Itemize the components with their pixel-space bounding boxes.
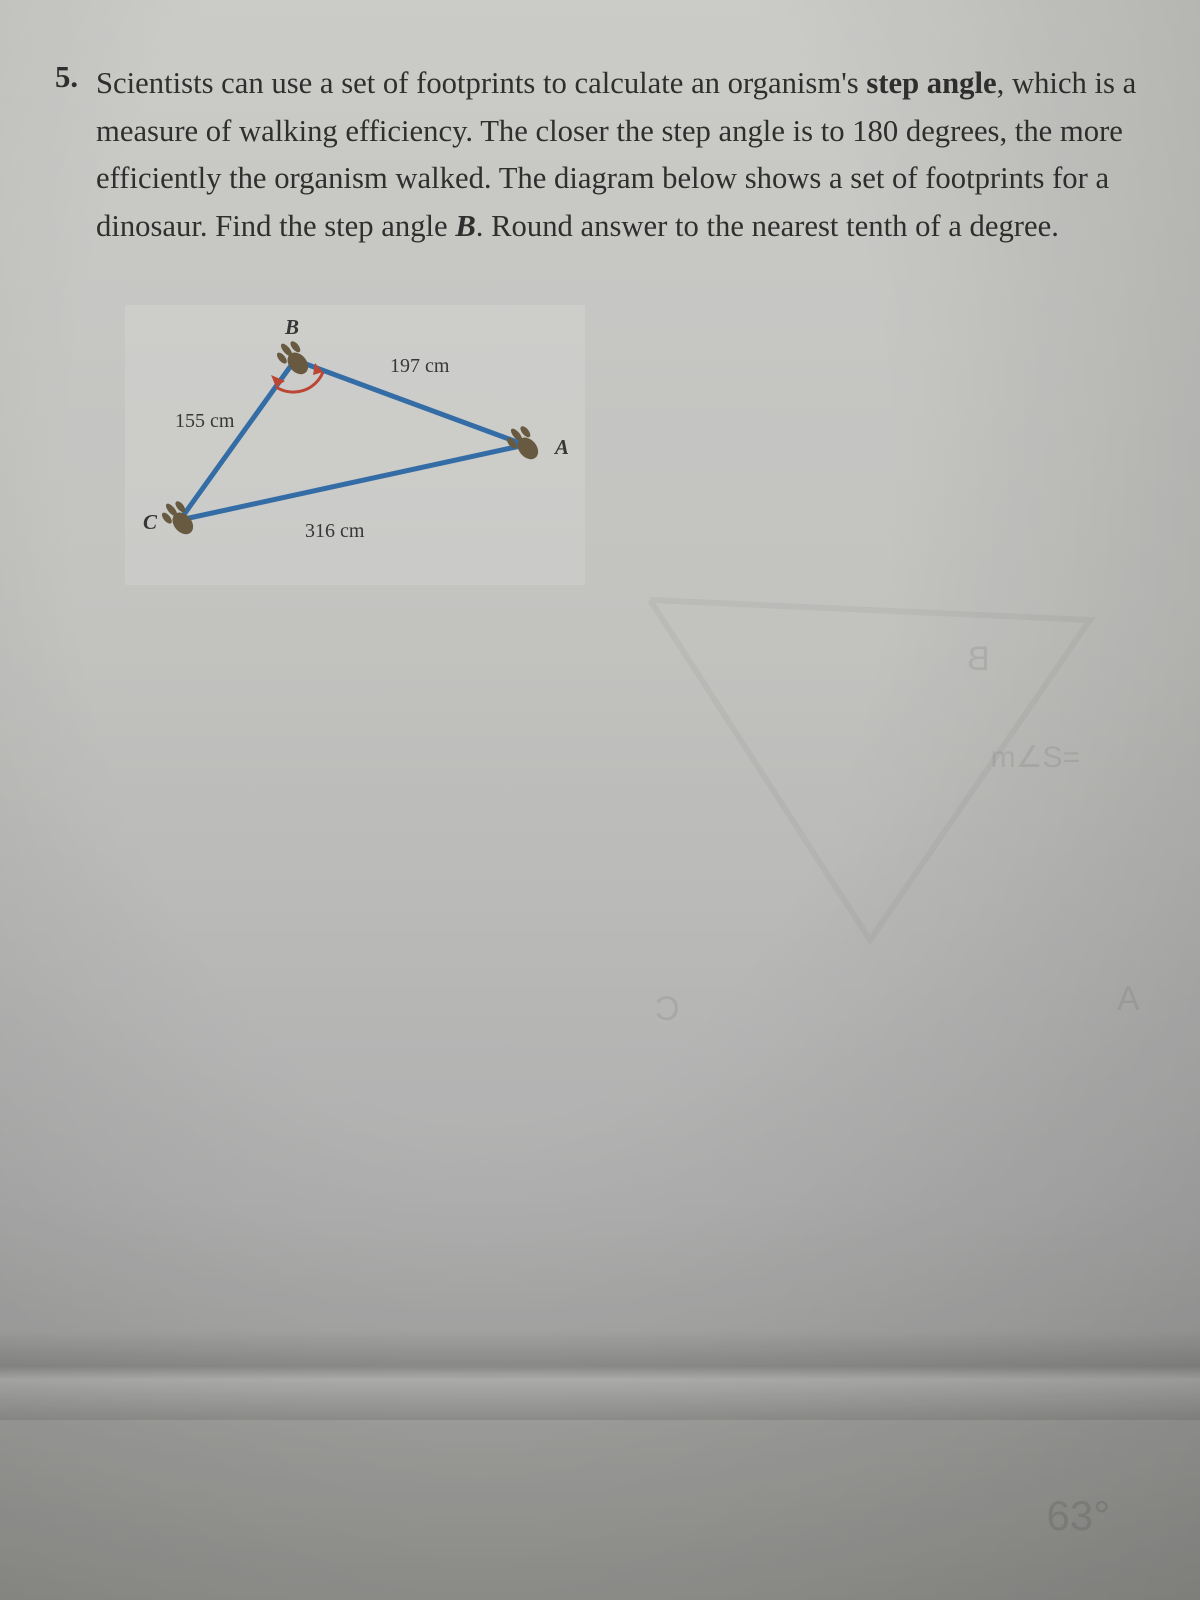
ghost-scribble-2: 63° (1046, 1492, 1110, 1540)
problem-text-part3: . Round answer to the nearest tenth of a… (476, 209, 1059, 243)
ghost-letter-b: B (967, 640, 990, 679)
footprint-b (273, 338, 317, 382)
footprint-c (158, 498, 202, 542)
ghost-letter-c: C (655, 990, 680, 1029)
vertex-label-b: B (285, 315, 299, 340)
footprint-a (503, 423, 547, 467)
edge-label-bc: 155 cm (175, 410, 234, 433)
vertex-label-c: C (143, 510, 157, 535)
problem-number: 5. (55, 60, 78, 95)
ghost-triangle (610, 560, 1130, 980)
problem-block: 5. Scientists can use a set of footprint… (55, 60, 1145, 250)
ghost-letter-a: A (1117, 980, 1140, 1019)
paper-crease (0, 1330, 1200, 1420)
term-step-angle: step angle (866, 66, 996, 100)
edge-label-ba: 197 cm (390, 355, 449, 378)
worksheet-paper: 5. Scientists can use a set of footprint… (0, 0, 1200, 1600)
vertex-label-a: A (555, 435, 569, 460)
term-angle-b: B (455, 209, 475, 243)
edge-label-ac: 316 cm (305, 520, 364, 543)
footprint-diagram: B A C 197 cm 155 cm 316 cm (125, 305, 585, 585)
problem-text: Scientists can use a set of footprints t… (96, 60, 1145, 250)
ghost-scribble-1: m∠S= (991, 740, 1080, 775)
problem-text-part1: Scientists can use a set of footprints t… (96, 66, 866, 100)
edge-ac (180, 445, 525, 520)
